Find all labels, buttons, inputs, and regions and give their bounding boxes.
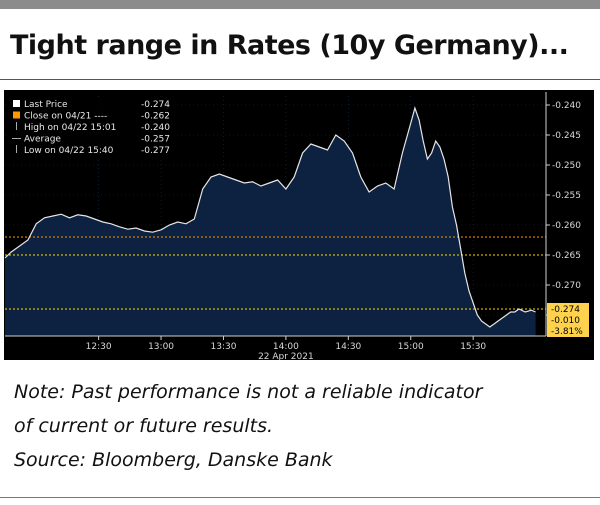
legend-label: Low on 04/22 15:40 — [24, 146, 114, 156]
legend-label: Average — [24, 135, 61, 145]
y-tick-label: -0.260 — [552, 221, 581, 231]
x-tick-label: 14:30 — [335, 342, 361, 352]
y-tick-label: -0.245 — [552, 131, 581, 141]
disclaimer-line-1: Note: Past performance is not a reliable… — [14, 381, 483, 403]
x-tick-label: 15:30 — [460, 342, 486, 352]
x-axis-date-label: 22 Apr 2021 — [258, 352, 314, 360]
price-chart: -0.240 -0.245 -0.250 -0.255 -0.260 -0.265 -0.2… — [4, 90, 594, 360]
legend-background — [8, 98, 176, 160]
footnote: Note: Past performance is not a reliable… — [14, 375, 594, 477]
x-tick-label: 14:00 — [273, 342, 299, 352]
y-tick-label: -0.250 — [552, 161, 581, 171]
y-tick-label: -0.240 — [552, 101, 581, 111]
x-tick-label: 13:30 — [211, 342, 237, 352]
last-value-text: -0.010 — [551, 316, 580, 326]
legend-value: -0.274 — [141, 100, 170, 110]
legend-value: -0.240 — [141, 123, 170, 133]
legend-value: -0.262 — [141, 112, 170, 122]
disclaimer-line-2: of current or future results. — [14, 415, 274, 437]
source-line: Source: Bloomberg, Danske Bank — [14, 449, 333, 471]
y-tick-label: -0.265 — [552, 251, 581, 261]
legend-value: -0.257 — [141, 135, 170, 145]
x-axis-ticks: 12:30 13:00 13:30 14:00 14:30 15:00 15:30 — [86, 336, 486, 352]
y-tick-label: -0.255 — [552, 191, 581, 201]
y-tick-label: -0.270 — [552, 281, 581, 291]
price-area — [5, 108, 536, 336]
top-rule — [0, 0, 600, 9]
x-tick-label: 15:00 — [398, 342, 424, 352]
legend-label: High on 04/22 15:01 — [24, 123, 116, 133]
legend-label: Close on 04/21 ---- — [24, 112, 107, 122]
header-divider — [0, 79, 600, 80]
legend-label: Last Price — [24, 100, 68, 110]
legend-value: -0.277 — [141, 146, 170, 156]
last-value-text: -0.274 — [551, 305, 580, 315]
bottom-rule — [0, 497, 600, 498]
x-tick-label: 13:00 — [148, 342, 174, 352]
last-value-box: -0.274-0.010-3.81% — [547, 303, 589, 337]
price-line — [4, 105, 536, 328]
legend: Last Price -0.274 Close on 04/21 ---- -0.26… — [8, 98, 176, 160]
legend-swatch — [13, 100, 20, 107]
last-value-text: -3.81% — [551, 327, 583, 337]
page-title: Tight range in Rates (10y Germany)... — [10, 30, 569, 61]
x-tick-label: 12:30 — [86, 342, 112, 352]
chart-panel: -0.240 -0.245 -0.250 -0.255 -0.260 -0.265 -0.2… — [4, 90, 594, 360]
last-value-box-bg — [547, 303, 589, 337]
legend-swatch — [13, 111, 20, 119]
